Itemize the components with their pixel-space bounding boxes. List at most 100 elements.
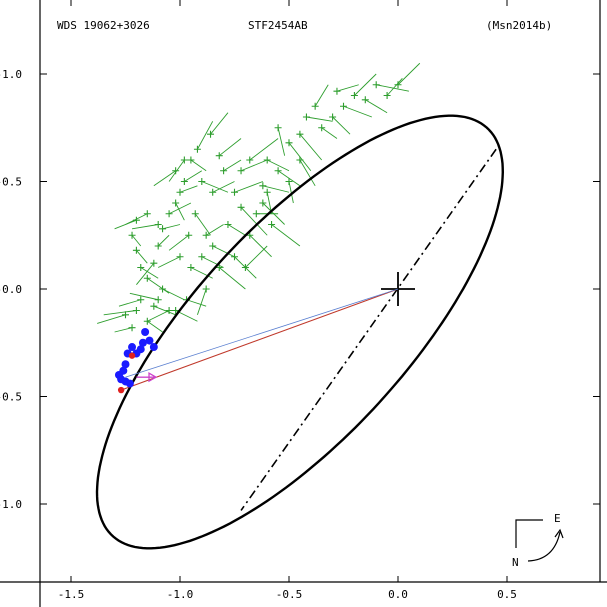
observation-marker (143, 274, 151, 282)
speckle-point (141, 328, 150, 336)
observation-marker (350, 92, 358, 99)
observation-residual (249, 234, 272, 258)
observation-residual (354, 73, 377, 96)
speckle-point (121, 360, 130, 369)
x-tick-label: 0.0 (388, 588, 408, 601)
observation-marker (259, 182, 267, 190)
line-of-nodes (240, 148, 497, 511)
first-observation-point (128, 352, 136, 359)
observation-marker (154, 296, 162, 304)
observation-marker (372, 81, 380, 89)
observation-residual (314, 84, 329, 107)
observation-residual (114, 219, 137, 230)
observation-residual (218, 138, 242, 157)
observation-residual (131, 234, 142, 247)
observation-marker (237, 203, 245, 211)
observation-residual (262, 185, 290, 193)
y-tick-label: -1.5 (0, 606, 22, 607)
observation-marker (128, 231, 136, 239)
observation-residual (240, 159, 268, 172)
observation-marker (122, 311, 129, 319)
observation-marker (154, 242, 162, 250)
observation-marker (187, 156, 195, 164)
axis-ticks (40, 0, 600, 582)
observation-residual (288, 181, 294, 204)
observation-residual (299, 133, 323, 161)
observation-residual (249, 138, 279, 161)
observation-marker (207, 130, 215, 138)
observation-marker (237, 167, 245, 175)
observation-marker (361, 96, 369, 104)
observation-marker (180, 156, 188, 164)
observation-residual (168, 202, 192, 215)
observation-marker (285, 139, 293, 147)
speckle-point (125, 379, 134, 388)
observation-marker (252, 210, 260, 218)
orbit-ellipse (95, 114, 505, 550)
x-tick-labels: -1.5 -1.0 -0.5 0.0 0.5 (58, 588, 517, 601)
observation-residual (321, 127, 338, 139)
observation-residual (234, 181, 263, 193)
x-tick-label: 0.5 (497, 588, 517, 601)
observation-residual (194, 213, 211, 236)
observation-marker (340, 102, 347, 110)
observation-residual (336, 84, 359, 92)
x-tick-label: -1.0 (167, 588, 194, 601)
observation-marker (241, 264, 249, 271)
observation-marker (176, 188, 184, 196)
speckle-point (138, 338, 147, 347)
observation-marker (137, 296, 145, 304)
observation-residual (147, 320, 163, 333)
micrometric-observations (97, 62, 421, 333)
observation-residual (376, 84, 409, 92)
observation-residual (153, 170, 176, 187)
observation-residual (277, 127, 286, 156)
observation-marker (246, 156, 254, 164)
observation-marker (150, 259, 158, 267)
observation-marker (154, 221, 162, 228)
x-tick-label: -1.5 (58, 588, 85, 601)
observation-marker (296, 156, 304, 164)
observation-residual (157, 234, 170, 247)
observation-residual (184, 170, 203, 182)
observation-residual (201, 181, 229, 193)
compass-rose: E N (512, 512, 564, 569)
observation-residual (306, 116, 333, 122)
observation-marker (198, 178, 206, 185)
observation-residual (240, 206, 268, 236)
y-tick-label: -0.0 (0, 283, 22, 296)
secondary-separation-line (125, 288, 399, 378)
observation-marker (215, 152, 223, 160)
predicted-separation-line (120, 288, 399, 391)
speckle-observations (114, 328, 158, 388)
observation-marker (220, 167, 228, 175)
observation-residual (175, 202, 185, 221)
observation-residual (129, 292, 159, 301)
observation-marker (150, 302, 158, 310)
observation-marker (274, 124, 282, 132)
observation-residual (262, 202, 285, 225)
observation-marker (329, 113, 337, 121)
x-tick-label: -0.5 (276, 588, 303, 601)
observation-marker (268, 221, 276, 228)
first-observation-markers (117, 352, 136, 394)
observation-residual (186, 299, 207, 307)
speckle-point (149, 343, 158, 352)
observation-residual (136, 262, 155, 285)
observation-residual (136, 250, 148, 264)
observation-marker (302, 113, 310, 121)
observation-residual (386, 78, 403, 96)
observation-marker (172, 167, 180, 175)
observation-marker (263, 188, 271, 196)
observation-marker (231, 253, 238, 261)
observation-marker (176, 253, 184, 261)
observation-marker (137, 264, 145, 271)
observation-marker (224, 221, 232, 228)
y-tick-label: -1.0 (0, 68, 22, 81)
observation-residual (205, 224, 224, 236)
speckle-point (145, 336, 154, 345)
compass-north-label: N (512, 556, 519, 569)
y-tick-label: -0.5 (0, 391, 22, 404)
compass-arrow-head (554, 528, 564, 539)
